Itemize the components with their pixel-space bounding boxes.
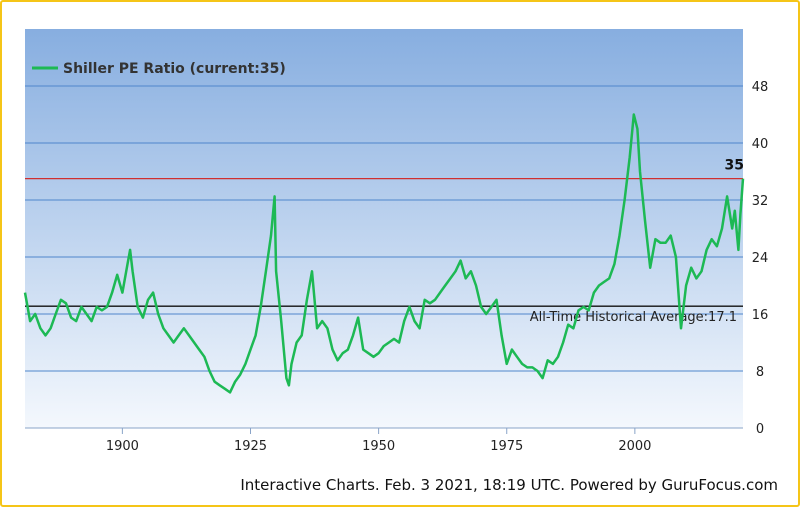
x-tick-label: 2000 <box>618 439 651 454</box>
y-tick-label: 16 <box>752 308 769 323</box>
y-tick-label: 24 <box>752 251 769 266</box>
x-tick-label: 1925 <box>234 439 267 454</box>
y-tick-label: 0 <box>756 422 764 437</box>
series-line-shiller-pe[interactable] <box>23 113 745 394</box>
x-tick-label: 1975 <box>490 439 523 454</box>
x-tick-label: 1900 <box>106 439 139 454</box>
legend-label: Shiller PE Ratio (current:35) <box>63 61 286 77</box>
plot-area <box>25 29 743 428</box>
x-tick-label: 1950 <box>362 439 395 454</box>
y-tick-label: 40 <box>752 137 769 152</box>
current-value-label: 35 <box>725 158 744 174</box>
y-tick-label: 48 <box>752 80 769 95</box>
y-tick-label: 8 <box>756 365 764 380</box>
y-tick-label: 32 <box>752 194 769 209</box>
footer-credit[interactable]: Interactive Charts. Feb. 3 2021, 18:19 U… <box>240 476 778 494</box>
legend[interactable]: Shiller PE Ratio (current:35) <box>32 61 286 77</box>
average-label: All-Time Historical Average:17.1 <box>530 310 737 325</box>
